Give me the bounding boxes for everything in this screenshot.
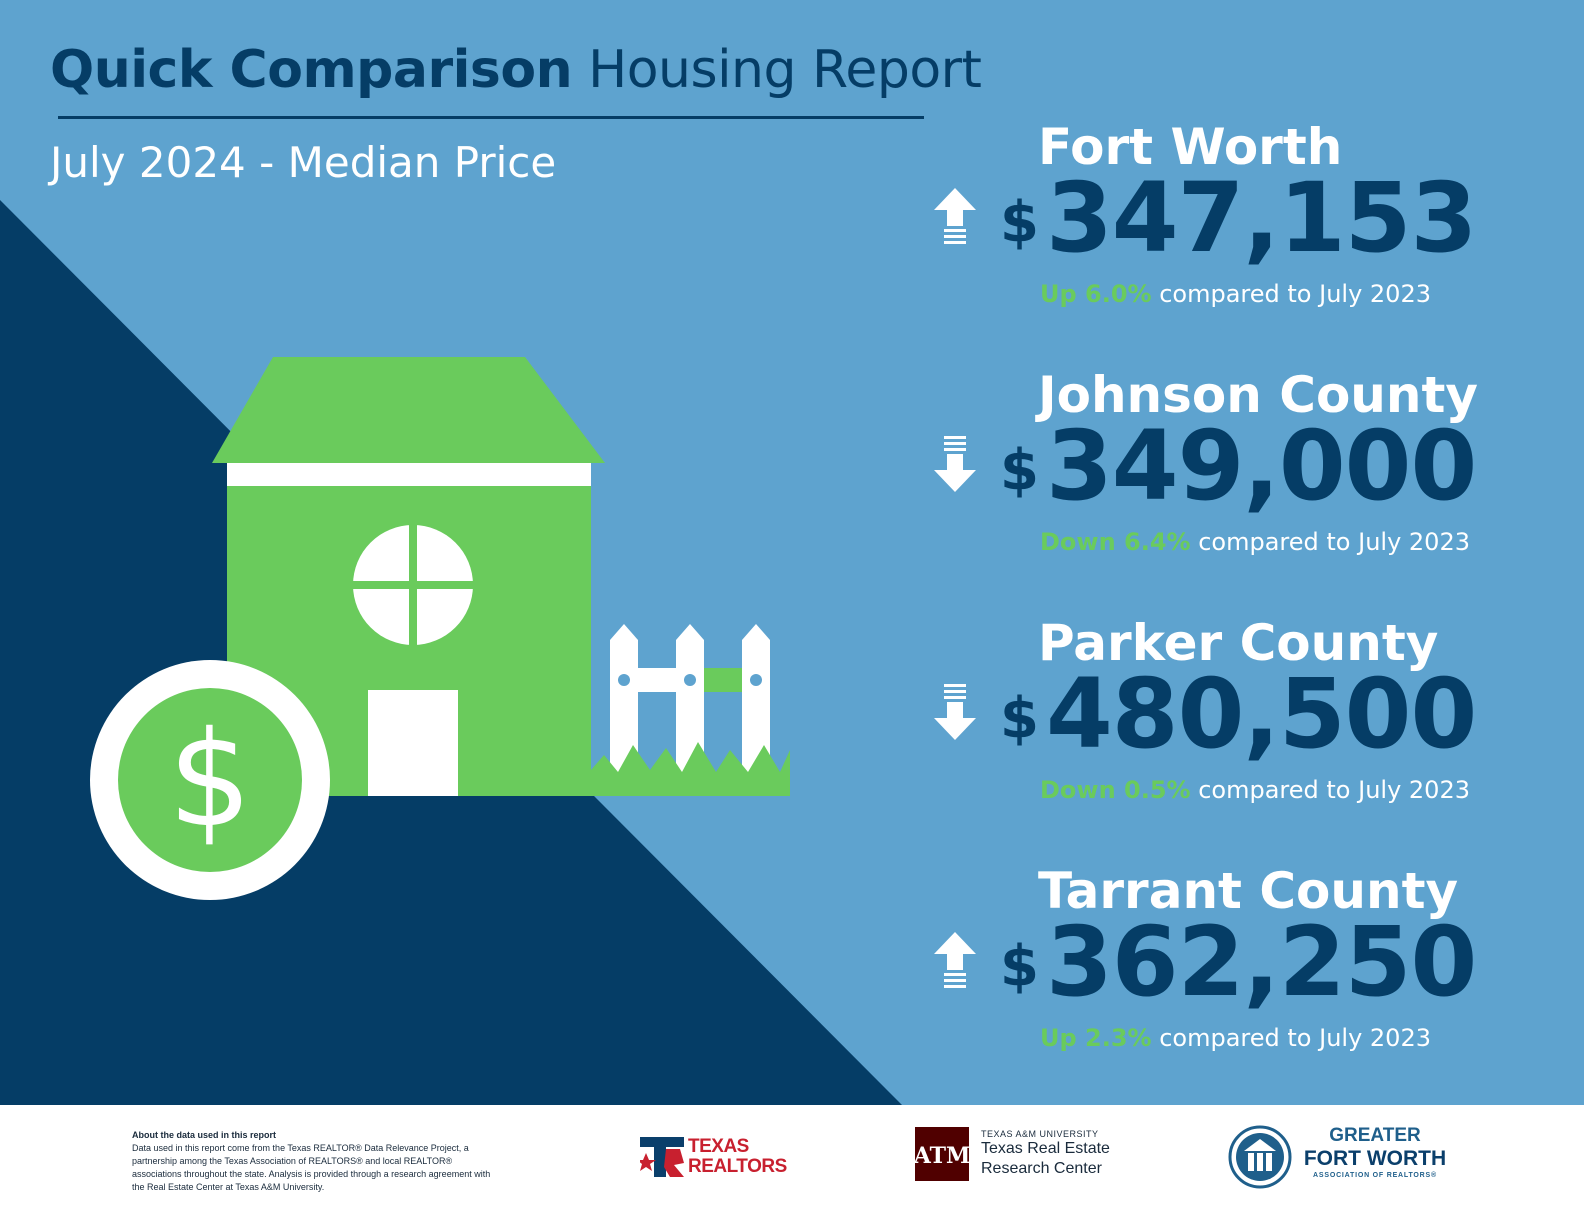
about-data-note: About the data used in this report Data … <box>132 1129 504 1194</box>
tamu-center-line2: Research Center <box>981 1160 1102 1177</box>
up-arrow-icon <box>934 188 976 244</box>
stat-dollar-sign: $ <box>1000 438 1039 503</box>
house-illustration: $ <box>0 200 902 1105</box>
gfw-line3: ASSOCIATION OF REALTORS® <box>1313 1172 1437 1179</box>
stat-dollar-sign: $ <box>1000 686 1039 751</box>
greater-fort-worth-logo: GREATER FORT WORTH ASSOCIATION OF REALTO… <box>1228 1123 1468 1195</box>
stat-name: Fort Worth <box>1038 118 1343 176</box>
svg-text:$: $ <box>168 703 252 857</box>
atm-mark-icon: ATM <box>915 1127 969 1181</box>
texas-am-wordmark: TEXAS A&M UNIVERSITY Texas Real Estate R… <box>981 1127 1110 1179</box>
stat-change-rest: compared to July 2023 <box>1190 528 1470 556</box>
stat-amount: 347,153 <box>1046 162 1477 274</box>
stat-change-rest: compared to July 2023 <box>1151 280 1431 308</box>
stat-change: Down 6.4% compared to July 2023 <box>1040 528 1470 556</box>
title-bold: Quick Comparison <box>50 40 573 100</box>
stat-dollar-sign: $ <box>1000 190 1039 255</box>
title-divider <box>58 116 924 119</box>
texas-realtors-wordmark: TEXAS REALTORS <box>688 1137 787 1177</box>
stat-change-pct: Down 0.5% <box>1040 776 1191 804</box>
stat-amount: 362,250 <box>1046 906 1477 1018</box>
svg-text:ATM: ATM <box>915 1143 969 1169</box>
stat-parker-county: Parker County $ 480,500 Down 0.5% compar… <box>930 614 1570 854</box>
stat-change-rest: compared to July 2023 <box>1151 1024 1431 1052</box>
stat-change: Up 2.3% compared to July 2023 <box>1040 1024 1431 1052</box>
stat-name: Tarrant County <box>1038 862 1459 920</box>
dollar-coin-icon: $ <box>90 660 330 900</box>
stat-amount: 349,000 <box>1046 410 1477 522</box>
stat-amount: 480,500 <box>1046 658 1477 770</box>
title-light: Housing Report <box>588 40 982 100</box>
stat-change-pct: Up 2.3% <box>1040 1024 1152 1052</box>
gfw-wordmark: GREATER FORT WORTH ASSOCIATION OF REALTO… <box>1300 1125 1450 1181</box>
tamu-center-line1: Texas Real Estate <box>981 1140 1110 1157</box>
footer: About the data used in this report Data … <box>0 1105 1584 1224</box>
texas-realtors-line1: TEXAS <box>688 1136 749 1157</box>
stat-change-rest: compared to July 2023 <box>1190 776 1470 804</box>
down-arrow-icon <box>934 436 976 492</box>
about-body: Data used in this report come from the T… <box>132 1143 491 1192</box>
stat-name: Johnson County <box>1038 366 1478 424</box>
up-arrow-icon <box>934 932 976 988</box>
stat-name: Parker County <box>1038 614 1439 672</box>
gfw-line1: GREATER <box>1329 1125 1421 1146</box>
stat-dollar-sign: $ <box>1000 934 1039 999</box>
stat-change: Up 6.0% compared to July 2023 <box>1040 280 1431 308</box>
gfw-line2: FORT WORTH <box>1303 1147 1447 1170</box>
texas-realtors-logo: TEXAS REALTORS <box>640 1133 790 1183</box>
page-title: Quick Comparison Housing Report <box>50 40 982 100</box>
stat-change-pct: Up 6.0% <box>1040 280 1152 308</box>
stat-change: Down 0.5% compared to July 2023 <box>1040 776 1470 804</box>
gfw-seal-icon <box>1228 1125 1292 1189</box>
stat-johnson-county: Johnson County $ 349,000 Down 6.4% compa… <box>930 366 1570 606</box>
stat-tarrant-county: Tarrant County $ 362,250 Up 2.3% compare… <box>930 862 1570 1102</box>
tamu-university-line: TEXAS A&M UNIVERSITY <box>981 1129 1099 1139</box>
page-subtitle: July 2024 - Median Price <box>50 138 557 187</box>
texas-realtors-mark-icon <box>640 1137 684 1177</box>
stat-fort-worth: Fort Worth $ 347,153 Up 6.0% compared to… <box>930 118 1570 358</box>
texas-realtors-line2: REALTORS <box>688 1156 787 1177</box>
texas-am-logo: ATM TEXAS A&M UNIVERSITY Texas Real Esta… <box>915 1127 1115 1187</box>
stat-change-pct: Down 6.4% <box>1040 528 1191 556</box>
picket-fence-icon <box>591 624 790 796</box>
down-arrow-icon <box>934 684 976 740</box>
about-heading: About the data used in this report <box>132 1130 277 1140</box>
